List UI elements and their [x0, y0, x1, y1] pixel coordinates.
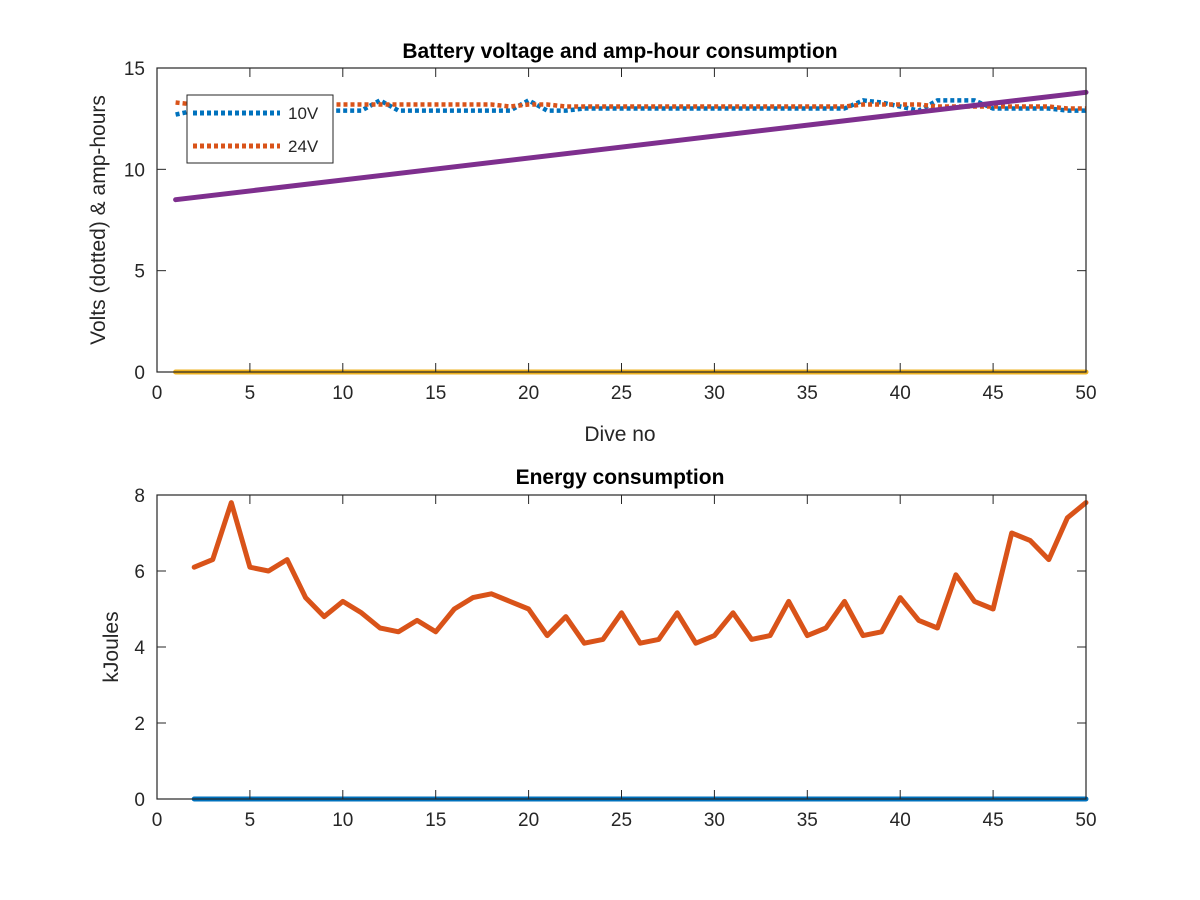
x-tick-label: 30: [704, 810, 725, 831]
x-tick-label: 35: [797, 810, 818, 831]
x-tick-label: 20: [518, 383, 539, 404]
x-tick-label: 25: [611, 810, 632, 831]
x-tick-label: 15: [425, 810, 446, 831]
x-tick-label: 50: [1075, 383, 1096, 404]
y-tick-label: 10: [124, 160, 145, 181]
y-axis-label: kJoules: [100, 611, 123, 682]
energy-plot: Energy consumption 0 5 10 15 20 25 30 35 40 45 500…: [100, 466, 1097, 831]
x-tick-label: 15: [425, 383, 446, 404]
legend-label-24v: 24V: [288, 137, 319, 156]
x-tick-label: 5: [245, 383, 256, 404]
series-layer: [191, 500, 1089, 802]
x-tick-label: 40: [890, 383, 911, 404]
legend: 10V 24V: [186, 94, 334, 164]
y-tick-label: 4: [134, 638, 145, 659]
x-tick-label: 0: [152, 383, 163, 404]
y-tick-label: 2: [134, 714, 145, 735]
x-tick-label: 25: [611, 383, 632, 404]
x-tick-label: 0: [152, 810, 163, 831]
y-axis-label: Volts (dotted) & amp-hours: [87, 95, 110, 345]
x-tick-label: 45: [983, 383, 1004, 404]
y-tick-label: 6: [134, 562, 145, 583]
y-tick-label: 5: [134, 262, 145, 283]
axes-box: [156, 494, 1087, 800]
series-line-1: [191, 500, 1089, 646]
y-tick-label: 0: [134, 790, 145, 811]
x-tick-label: 20: [518, 810, 539, 831]
legend-box: [186, 94, 334, 164]
y-tick-label: 0: [134, 363, 145, 384]
x-tick-label: 10: [332, 383, 353, 404]
series-line-3: [173, 89, 1089, 203]
x-tick-label: 35: [797, 383, 818, 404]
x-tick-label: 5: [245, 810, 256, 831]
x-tick-label: 45: [983, 810, 1004, 831]
series-line-24v: [175, 100, 1086, 111]
plot-title: Energy consumption: [516, 466, 725, 489]
y-tick-label: 15: [124, 59, 145, 80]
x-tick-label: 10: [332, 810, 353, 831]
ticks-layer: 0 5 10 15 20 25 30 35 40 45 50 0 2 4 6 8: [134, 486, 1096, 831]
legend-label-10v: 10V: [288, 104, 319, 123]
ticks-layer: 0 5 10 15 20 25 30 35 40 45 50 0 5 10 15: [124, 59, 1097, 404]
x-tick-label: 30: [704, 383, 725, 404]
x-tick-label: 40: [890, 810, 911, 831]
battery-plot: Battery voltage and amp-hour consumption…: [87, 40, 1097, 446]
y-tick-label: 8: [134, 486, 145, 507]
x-tick-label: 50: [1075, 810, 1096, 831]
plot-title: Battery voltage and amp-hour consumption: [402, 40, 837, 63]
x-axis-label: Dive no: [584, 423, 655, 446]
